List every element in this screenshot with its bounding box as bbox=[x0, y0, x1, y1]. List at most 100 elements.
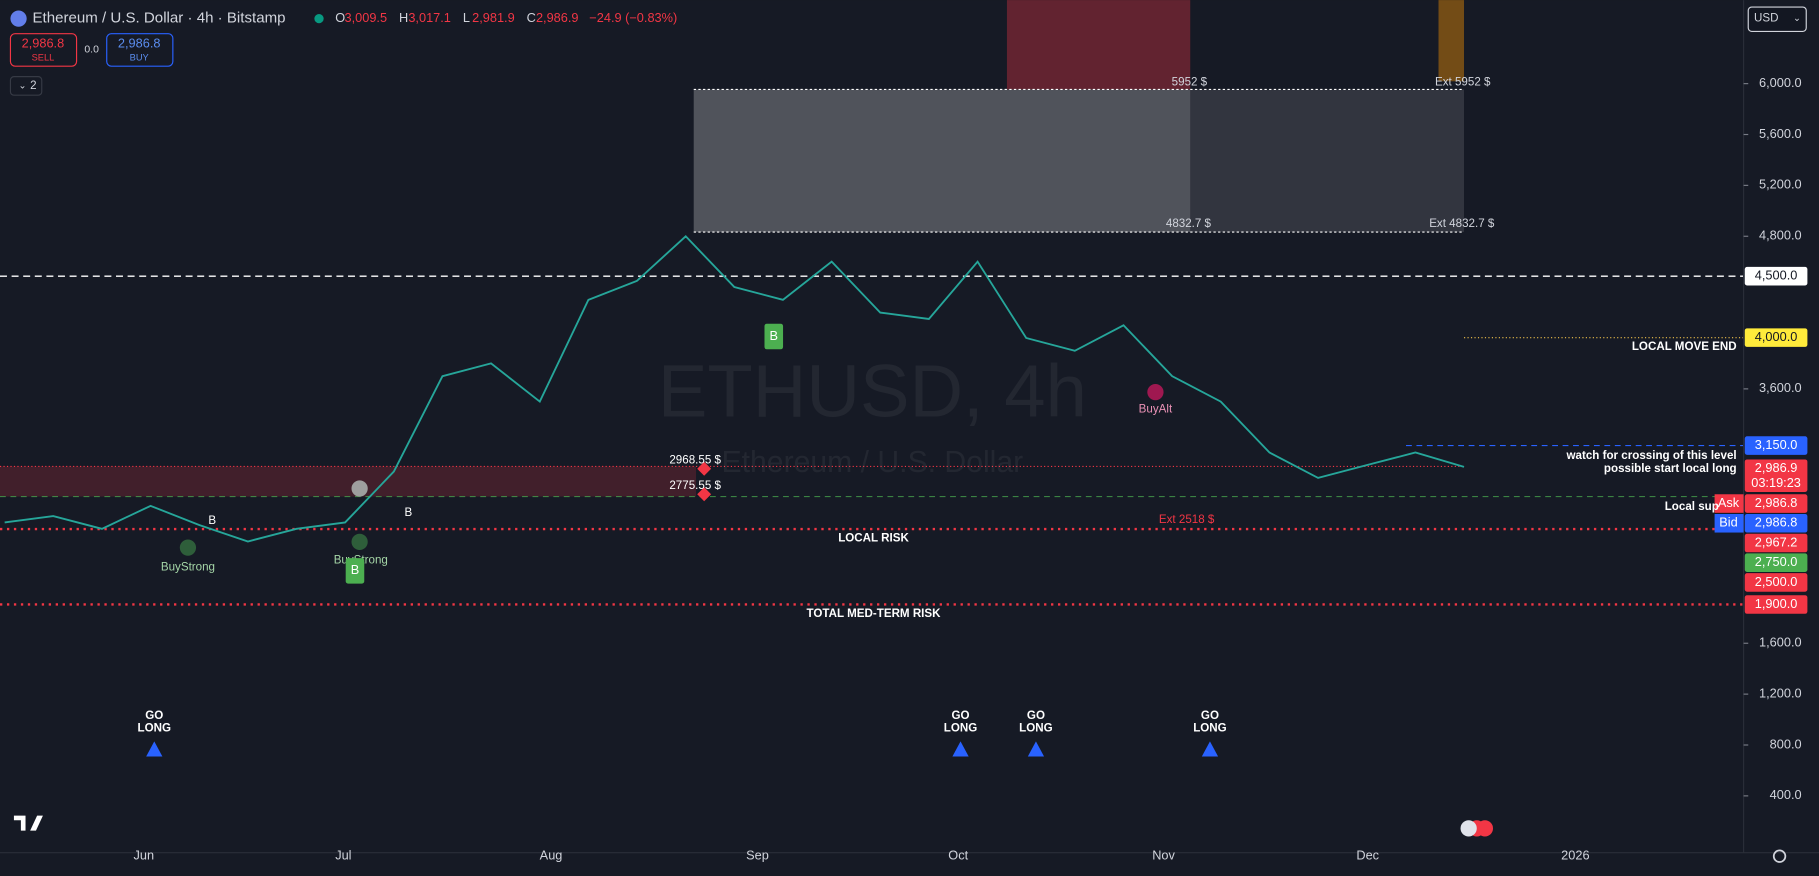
annotation: BuyStrong bbox=[161, 560, 215, 573]
price-badge bbox=[1744, 436, 1808, 455]
signal-dot bbox=[179, 539, 197, 556]
annotation: B bbox=[404, 506, 412, 519]
badge-tag-label: Ask bbox=[1718, 495, 1740, 510]
price-tick-label: 1,600.0 bbox=[1759, 635, 1802, 650]
signal-top: GO bbox=[1027, 709, 1045, 722]
signal-arrow bbox=[1027, 741, 1045, 757]
signal-dot bbox=[351, 480, 368, 497]
buy-button[interactable] bbox=[106, 33, 174, 67]
price-badge-label: 4,500.0 bbox=[1755, 268, 1798, 283]
ohlc-value: 2,986.9 bbox=[536, 10, 579, 25]
ohlc-value: 3,017.1 bbox=[408, 10, 451, 25]
annotation: B bbox=[208, 514, 216, 527]
price-badge-label: 3,150.0 bbox=[1755, 437, 1798, 452]
time-label: Dec bbox=[1356, 848, 1379, 863]
countdown: 03:19:23 bbox=[1751, 475, 1801, 490]
price-badge bbox=[1744, 328, 1808, 347]
time-zone bbox=[1438, 0, 1465, 82]
target-zone bbox=[693, 89, 1191, 233]
annotation: LOCAL RISK bbox=[838, 531, 909, 544]
signal-bottom: LONG bbox=[138, 722, 172, 735]
label-box bbox=[764, 323, 784, 350]
price-tick-label: 400.0 bbox=[1770, 787, 1802, 802]
price-tick-label: 800.0 bbox=[1770, 736, 1802, 751]
annotation: Local sup bbox=[1665, 500, 1719, 513]
price-tick-label: 5,600.0 bbox=[1759, 126, 1802, 141]
price-line bbox=[4, 234, 1465, 543]
price-badge bbox=[1744, 573, 1808, 592]
time-label: Oct bbox=[948, 848, 968, 863]
sell-button[interactable] bbox=[9, 33, 78, 67]
signal-dot bbox=[1147, 384, 1164, 401]
ohlc-change: −24.9 (−0.83%) bbox=[589, 10, 677, 25]
time-label: Nov bbox=[1152, 848, 1175, 863]
sell-price: 2,986.8 bbox=[22, 36, 65, 51]
currency-selector[interactable] bbox=[1747, 6, 1807, 32]
badge-tag-label: Bid bbox=[1719, 515, 1737, 530]
price-badge-label: 2,500.0 bbox=[1755, 574, 1798, 589]
time-label: 2026 bbox=[1561, 848, 1589, 863]
price-tick-label: 5,200.0 bbox=[1759, 177, 1802, 192]
chevron: ⌄ bbox=[1793, 13, 1801, 23]
signal-top: GO bbox=[145, 709, 163, 722]
target-zone-extension bbox=[1190, 89, 1465, 233]
signal-top: GO bbox=[952, 709, 970, 722]
annotation: 2968.55 $ bbox=[669, 454, 721, 467]
price-badge bbox=[1744, 513, 1808, 533]
ohlc-value: 3,009.5 bbox=[345, 10, 388, 25]
badge-tag bbox=[1714, 494, 1744, 513]
annotation: possible start local long bbox=[1604, 462, 1737, 475]
price-badge-label: 2,986.8 bbox=[1755, 515, 1798, 530]
price-badge-label: 2,967.2 bbox=[1755, 534, 1798, 549]
entry-zone bbox=[0, 466, 697, 497]
ohlc-key: O bbox=[335, 10, 345, 25]
annotation: LOCAL MOVE END bbox=[1632, 340, 1737, 353]
time-label: Jun bbox=[134, 848, 155, 863]
signal-arrow bbox=[1201, 741, 1219, 757]
ohlc-value: 2,981.9 bbox=[472, 10, 515, 25]
price-badge bbox=[1744, 553, 1808, 572]
market-status bbox=[314, 13, 324, 24]
price-badge-label: 2,986.9 bbox=[1755, 460, 1798, 475]
annotation: 2775.55 $ bbox=[669, 479, 721, 492]
price-tick-label: 3,600.0 bbox=[1759, 380, 1802, 395]
signal-arrow bbox=[146, 741, 163, 757]
chevron: ⌄ bbox=[19, 80, 27, 90]
indicators-toggle[interactable] bbox=[9, 76, 43, 96]
ohlc-key: L bbox=[463, 10, 470, 25]
signal-dot bbox=[351, 533, 368, 550]
annotation: Ext 4832.7 $ bbox=[1429, 217, 1495, 230]
price-badge bbox=[1744, 266, 1808, 286]
ohlc-key: H bbox=[399, 10, 408, 25]
annotation: TOTAL MED-TERM RISK bbox=[807, 607, 942, 620]
time-label: Sep bbox=[746, 848, 769, 863]
badge-tag bbox=[1714, 513, 1744, 533]
resistance-zone bbox=[1006, 0, 1191, 90]
sell-label: SELL bbox=[32, 53, 55, 63]
settings-button[interactable] bbox=[1772, 849, 1787, 863]
watermark-name: Ethereum / U.S. Dollar bbox=[722, 446, 1024, 479]
symbol-icon bbox=[10, 10, 27, 27]
buy-price: 2,986.8 bbox=[118, 36, 161, 51]
annotation: B bbox=[770, 328, 779, 343]
annotation: BuyAlt bbox=[1139, 403, 1173, 416]
annotation: B bbox=[351, 562, 360, 577]
tradingview-logo[interactable] bbox=[13, 815, 43, 831]
price-badge-label: 1,900.0 bbox=[1755, 596, 1798, 611]
indicators-count: 2 bbox=[30, 79, 36, 92]
annotation: Ext 2518 $ bbox=[1159, 513, 1215, 526]
price-badge bbox=[1744, 533, 1808, 553]
price-badge-label: 2,750.0 bbox=[1755, 554, 1798, 569]
price-badge bbox=[1744, 595, 1808, 614]
buy-label: BUY bbox=[130, 53, 149, 63]
annotation: 4832.7 $ bbox=[1166, 217, 1212, 230]
time-label: Aug bbox=[540, 848, 563, 863]
signal-bottom: LONG bbox=[1193, 722, 1227, 735]
label-box bbox=[345, 558, 365, 584]
annotation: 5952 $ bbox=[1172, 75, 1208, 88]
signal-bottom: LONG bbox=[944, 722, 978, 735]
time-label: Jul bbox=[335, 848, 351, 863]
